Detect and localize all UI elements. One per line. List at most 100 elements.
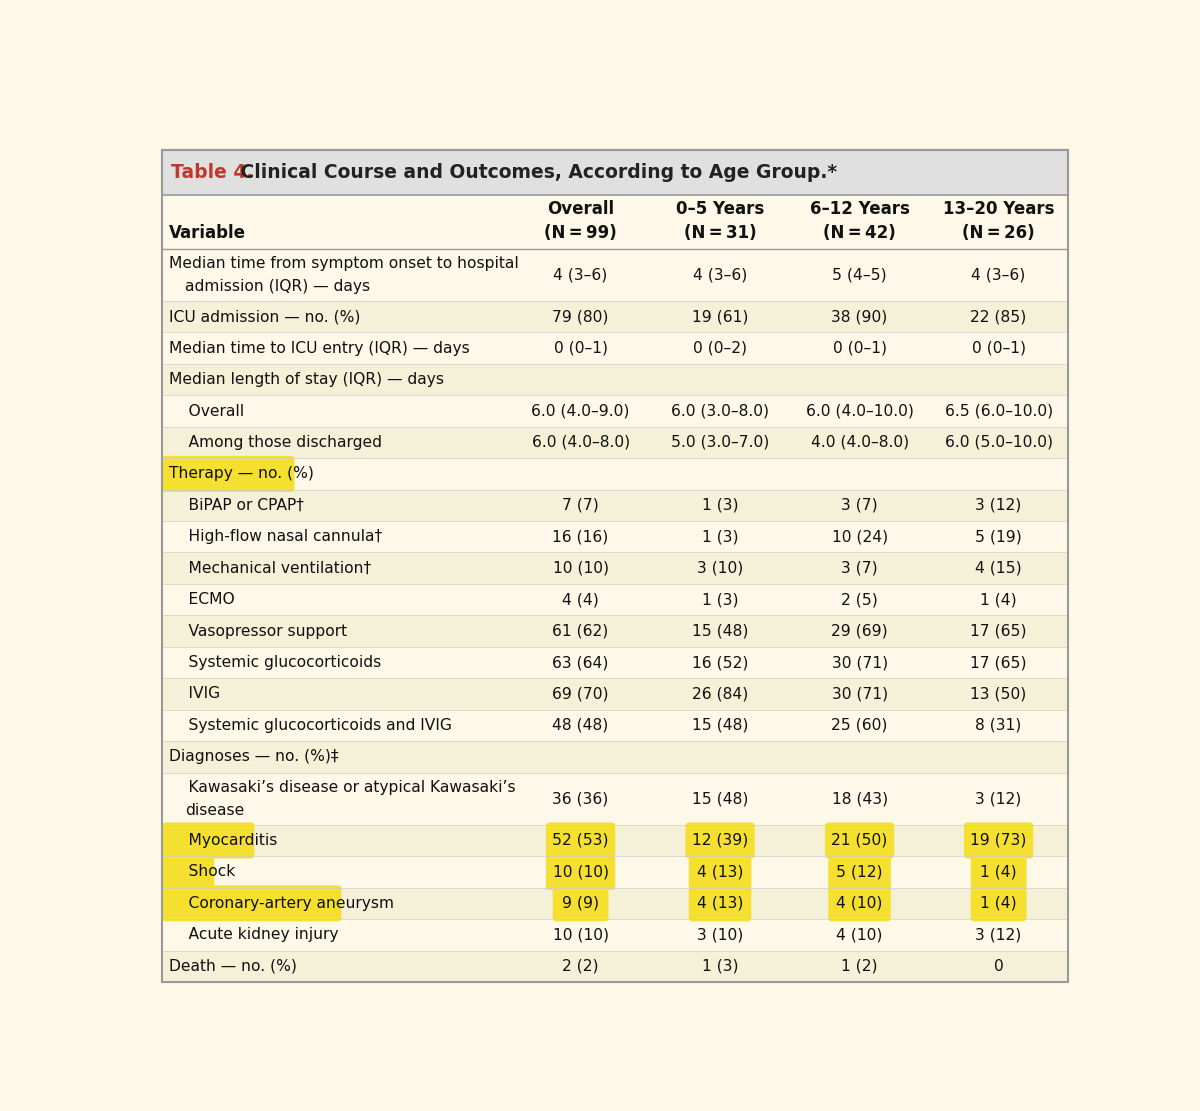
Text: 38 (90): 38 (90) bbox=[832, 309, 888, 324]
Text: 1 (3): 1 (3) bbox=[702, 592, 738, 607]
Text: 7 (7): 7 (7) bbox=[563, 498, 599, 513]
Text: 19 (73): 19 (73) bbox=[971, 833, 1027, 848]
FancyBboxPatch shape bbox=[964, 822, 1033, 859]
Text: 0 (0–1): 0 (0–1) bbox=[833, 341, 887, 356]
Text: 3 (7): 3 (7) bbox=[841, 498, 878, 513]
Text: 3 (10): 3 (10) bbox=[697, 561, 743, 575]
Text: BiPAP or CPAP†: BiPAP or CPAP† bbox=[168, 498, 304, 513]
Text: 13 (50): 13 (50) bbox=[971, 687, 1027, 701]
Bar bbox=[162, 150, 1068, 194]
Text: 0: 0 bbox=[994, 959, 1003, 973]
FancyBboxPatch shape bbox=[162, 885, 341, 921]
Text: 3 (7): 3 (7) bbox=[841, 561, 878, 575]
Text: Diagnoses — no. (%)‡: Diagnoses — no. (%)‡ bbox=[168, 749, 338, 764]
FancyBboxPatch shape bbox=[971, 885, 1026, 921]
Text: 4 (4): 4 (4) bbox=[563, 592, 599, 607]
Text: Systemic glucocorticoids and IVIG: Systemic glucocorticoids and IVIG bbox=[168, 718, 451, 733]
Text: 5 (12): 5 (12) bbox=[836, 864, 883, 880]
Text: 6–12 Years: 6–12 Years bbox=[810, 200, 910, 218]
FancyBboxPatch shape bbox=[689, 854, 751, 890]
FancyBboxPatch shape bbox=[162, 822, 254, 859]
Text: (N = 42): (N = 42) bbox=[823, 224, 896, 242]
Text: 4 (3–6): 4 (3–6) bbox=[972, 268, 1026, 282]
Text: 6.0 (4.0–10.0): 6.0 (4.0–10.0) bbox=[805, 403, 913, 419]
Bar bbox=[162, 888, 1068, 919]
Text: Myocarditis: Myocarditis bbox=[168, 833, 277, 848]
Text: 29 (69): 29 (69) bbox=[832, 623, 888, 639]
Text: 22 (85): 22 (85) bbox=[971, 309, 1027, 324]
Text: 19 (61): 19 (61) bbox=[692, 309, 749, 324]
Text: 0 (0–2): 0 (0–2) bbox=[694, 341, 748, 356]
Text: Vasopressor support: Vasopressor support bbox=[168, 623, 347, 639]
Bar bbox=[162, 396, 1068, 427]
Bar bbox=[162, 584, 1068, 615]
Text: High-flow nasal cannula†: High-flow nasal cannula† bbox=[168, 529, 382, 544]
Text: 4 (15): 4 (15) bbox=[976, 561, 1022, 575]
Text: 3 (12): 3 (12) bbox=[976, 928, 1021, 942]
Text: 30 (71): 30 (71) bbox=[832, 687, 888, 701]
Text: 17 (65): 17 (65) bbox=[971, 623, 1027, 639]
Bar bbox=[162, 363, 1068, 396]
Bar bbox=[162, 857, 1068, 888]
Bar bbox=[162, 249, 1068, 301]
Bar bbox=[162, 458, 1068, 490]
Text: 10 (24): 10 (24) bbox=[832, 529, 888, 544]
Text: 9 (9): 9 (9) bbox=[562, 895, 599, 911]
Text: 6.0 (3.0–8.0): 6.0 (3.0–8.0) bbox=[671, 403, 769, 419]
FancyBboxPatch shape bbox=[685, 822, 755, 859]
Text: 12 (39): 12 (39) bbox=[692, 833, 749, 848]
Text: (N = 99): (N = 99) bbox=[545, 224, 617, 242]
Text: 5 (19): 5 (19) bbox=[976, 529, 1022, 544]
Text: 5 (4–5): 5 (4–5) bbox=[833, 268, 887, 282]
Text: 10 (10): 10 (10) bbox=[552, 561, 608, 575]
FancyBboxPatch shape bbox=[546, 822, 616, 859]
Text: 63 (64): 63 (64) bbox=[552, 655, 608, 670]
Bar bbox=[162, 552, 1068, 584]
Text: Table 4.: Table 4. bbox=[172, 163, 253, 182]
Text: Death — no. (%): Death — no. (%) bbox=[168, 959, 296, 973]
Text: 48 (48): 48 (48) bbox=[552, 718, 608, 733]
Text: 1 (3): 1 (3) bbox=[702, 529, 738, 544]
Bar bbox=[162, 919, 1068, 951]
Text: 4 (13): 4 (13) bbox=[697, 895, 743, 911]
Text: Coronary-artery aneurysm: Coronary-artery aneurysm bbox=[168, 895, 394, 911]
Text: 3 (10): 3 (10) bbox=[697, 928, 743, 942]
Text: 1 (4): 1 (4) bbox=[980, 895, 1016, 911]
Text: 10 (10): 10 (10) bbox=[552, 864, 608, 880]
Text: 79 (80): 79 (80) bbox=[552, 309, 608, 324]
Text: 6.0 (4.0–8.0): 6.0 (4.0–8.0) bbox=[532, 434, 630, 450]
Text: 36 (36): 36 (36) bbox=[552, 791, 608, 807]
Text: 69 (70): 69 (70) bbox=[552, 687, 608, 701]
Text: 4 (10): 4 (10) bbox=[836, 928, 883, 942]
Text: 6.5 (6.0–10.0): 6.5 (6.0–10.0) bbox=[944, 403, 1052, 419]
Text: 1 (2): 1 (2) bbox=[841, 959, 878, 973]
FancyBboxPatch shape bbox=[162, 456, 294, 492]
Text: Shock: Shock bbox=[168, 864, 235, 880]
Text: 0 (0–1): 0 (0–1) bbox=[972, 341, 1026, 356]
FancyBboxPatch shape bbox=[546, 854, 616, 890]
FancyBboxPatch shape bbox=[971, 854, 1026, 890]
Text: 6.0 (5.0–10.0): 6.0 (5.0–10.0) bbox=[944, 434, 1052, 450]
Bar bbox=[162, 427, 1068, 458]
FancyBboxPatch shape bbox=[162, 854, 214, 890]
Text: Median length of stay (IQR) — days: Median length of stay (IQR) — days bbox=[168, 372, 444, 387]
Text: 21 (50): 21 (50) bbox=[832, 833, 888, 848]
Bar bbox=[162, 678, 1068, 710]
Text: disease: disease bbox=[185, 803, 245, 818]
Bar bbox=[162, 647, 1068, 678]
Text: 25 (60): 25 (60) bbox=[832, 718, 888, 733]
Text: 26 (84): 26 (84) bbox=[692, 687, 749, 701]
Text: 15 (48): 15 (48) bbox=[692, 791, 749, 807]
Text: Overall: Overall bbox=[168, 403, 244, 419]
Text: Mechanical ventilation†: Mechanical ventilation† bbox=[168, 561, 371, 575]
FancyBboxPatch shape bbox=[689, 885, 751, 921]
Bar bbox=[162, 194, 1068, 249]
Text: ICU admission — no. (%): ICU admission — no. (%) bbox=[168, 309, 360, 324]
Text: Median time from symptom onset to hospital: Median time from symptom onset to hospit… bbox=[168, 257, 518, 271]
Text: 52 (53): 52 (53) bbox=[552, 833, 608, 848]
Text: 4 (3–6): 4 (3–6) bbox=[692, 268, 748, 282]
Text: 8 (31): 8 (31) bbox=[976, 718, 1021, 733]
Text: 2 (2): 2 (2) bbox=[563, 959, 599, 973]
Text: Clinical Course and Outcomes, According to Age Group.*: Clinical Course and Outcomes, According … bbox=[234, 163, 836, 182]
FancyBboxPatch shape bbox=[828, 885, 890, 921]
